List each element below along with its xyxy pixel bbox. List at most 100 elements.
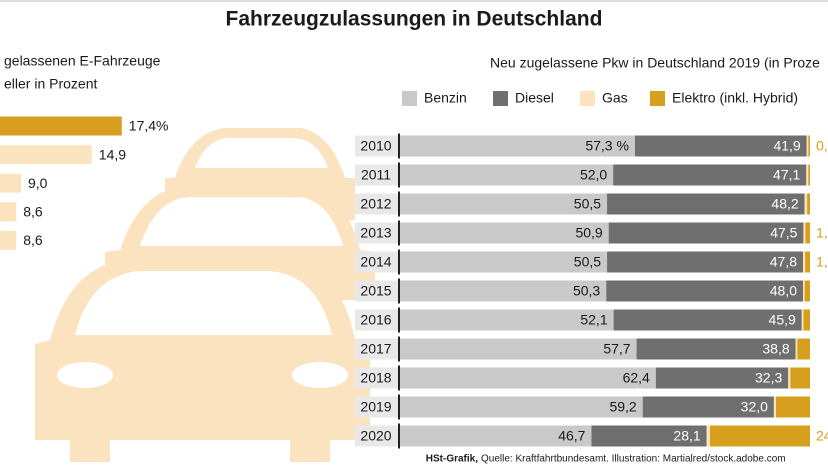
bar-segment <box>806 164 809 186</box>
y-tick-label: 2011 <box>361 167 391 183</box>
category-box <box>355 193 398 215</box>
category-box <box>355 309 398 331</box>
bar-segment <box>642 396 774 418</box>
value-label: 50,5 <box>574 196 601 212</box>
bar-segment <box>400 280 607 302</box>
bar-segment <box>400 222 609 244</box>
bar-segment <box>636 338 796 360</box>
bar-segment <box>797 338 810 360</box>
left-chart-subtitle: eller in Prozent <box>4 76 97 92</box>
value-label: 8,6 <box>23 232 43 248</box>
legend-label: Elektro (inkl. Hybrid) <box>672 90 798 106</box>
value-label: 1,2 <box>816 254 828 270</box>
value-label: 47,1 <box>773 167 800 183</box>
legend-label: Gas <box>602 90 628 106</box>
bar-segment <box>400 164 614 186</box>
legend-label: Diesel <box>515 90 554 106</box>
bar-segment <box>613 309 802 331</box>
car-windows <box>57 138 348 388</box>
legend-swatch <box>493 91 508 106</box>
category-box <box>355 222 398 244</box>
value-label: 32,3 <box>755 370 782 386</box>
y-tick-label: 2018 <box>360 370 391 386</box>
bar-segment <box>400 367 656 389</box>
bar-segment <box>773 396 776 418</box>
legend-swatch <box>580 91 595 106</box>
value-label: 41,9 <box>773 138 800 154</box>
bar-segment <box>400 135 635 157</box>
y-tick-label: 2019 <box>360 399 391 415</box>
value-label: 8,6 <box>23 204 43 220</box>
bar-segment <box>706 425 710 447</box>
bar-segment <box>608 222 804 244</box>
y-tick-label: 2013 <box>360 225 391 241</box>
value-label: 57,7 <box>603 341 630 357</box>
value-label: 38,8 <box>762 341 789 357</box>
value-label: 32,0 <box>741 399 768 415</box>
category-box <box>355 251 398 273</box>
category-box <box>355 280 398 302</box>
bar-segment <box>790 367 810 389</box>
y-tick-label: 2020 <box>360 428 391 444</box>
category-box <box>355 135 398 157</box>
bar-segment <box>804 280 810 302</box>
source-label: HSt-Grafik, <box>426 454 478 465</box>
bar-segment <box>808 135 810 157</box>
value-label: 57,3 % <box>585 138 629 154</box>
bar-segment <box>607 193 805 215</box>
bar-segment <box>400 425 592 447</box>
bar-segment <box>634 135 807 157</box>
bar-segment <box>803 222 806 244</box>
legend-swatch <box>650 91 665 106</box>
value-label: 24,4 <box>816 428 828 444</box>
left-chart-title: gelassenen E-Fahrzeuge <box>4 53 161 69</box>
value-label: 45,9 <box>769 312 796 328</box>
bar-segment <box>591 425 707 447</box>
value-label: 14,9 <box>99 146 126 162</box>
value-label: 50,9 <box>575 225 602 241</box>
bar-segment <box>788 367 791 389</box>
value-label: 48,0 <box>770 283 797 299</box>
bar-segment <box>805 251 810 273</box>
y-tick-label: 2017 <box>360 341 391 357</box>
bar-segment <box>400 396 643 418</box>
page-title: Fahrzeugzulassungen in Deutschland <box>226 8 603 31</box>
bar <box>0 145 92 165</box>
bar <box>0 173 21 193</box>
value-label: 48,2 <box>771 196 798 212</box>
bar-segment <box>807 193 810 215</box>
bar-segment <box>805 222 810 244</box>
source: Quelle: Kraftfahrtbundesamt. Illustratio… <box>481 454 786 465</box>
value-label: 1,1 <box>816 225 828 241</box>
bar <box>0 116 122 136</box>
bar-segment <box>613 164 807 186</box>
bar-segment <box>804 193 808 215</box>
value-label: 50,5 <box>574 254 601 270</box>
bar-segment <box>803 309 810 331</box>
right-chart-title: Neu zugelassene Pkw in Deutschland 2019 … <box>490 55 820 71</box>
bar <box>0 202 17 222</box>
category-box <box>355 338 398 360</box>
bar-segment <box>400 193 608 215</box>
bar-segment <box>806 135 809 157</box>
y-tick-label: 2014 <box>360 254 391 270</box>
value-label: 0,4 <box>816 138 828 154</box>
category-box <box>355 367 398 389</box>
bar-segment <box>606 280 804 302</box>
y-tick-label: 2016 <box>360 312 391 328</box>
legend-swatch <box>402 91 417 106</box>
value-label: 47,5 <box>770 225 797 241</box>
y-tick-label: 2010 <box>360 138 391 154</box>
bar-segment <box>801 309 804 331</box>
category-box <box>355 164 398 186</box>
bar-segment <box>400 309 614 331</box>
bar-segment <box>607 251 804 273</box>
value-label: 50,3 <box>573 283 600 299</box>
bar-segment <box>795 338 798 360</box>
category-box <box>355 425 398 447</box>
value-label: 52,0 <box>580 167 607 183</box>
bar-segment <box>709 425 810 447</box>
bar-segment <box>803 280 805 302</box>
